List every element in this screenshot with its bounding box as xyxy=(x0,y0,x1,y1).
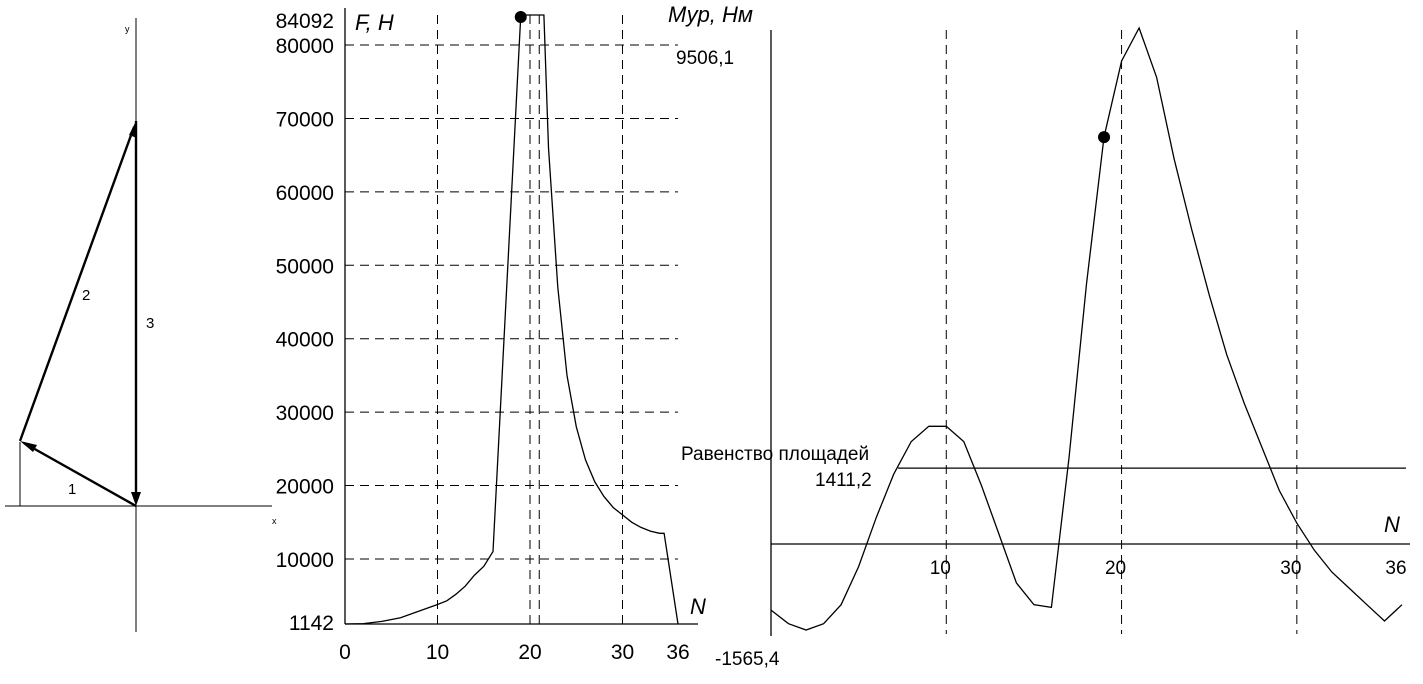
vector-1-label: 1 xyxy=(68,481,76,498)
force-y-tick-6: 60000 xyxy=(276,182,334,205)
moment-y-min-label: -1565,4 xyxy=(715,649,780,670)
vector-3-label: 3 xyxy=(146,315,154,332)
moment-x-tick-labels: 10 20 30 36 xyxy=(930,558,1407,579)
force-y-tick-5: 50000 xyxy=(276,255,334,278)
force-y-tick-9: 84092 xyxy=(276,10,334,33)
moment-x-axis-title: N xyxy=(1384,512,1400,537)
vector-3-arrowhead xyxy=(131,492,141,506)
force-y-tick-3: 30000 xyxy=(276,402,334,425)
force-y-tick-labels: 1142 10000 20000 30000 40000 50000 60000 70000 8… xyxy=(276,10,334,635)
force-x-axis-title: N xyxy=(690,594,706,619)
force-y-tick-8: 80000 xyxy=(276,35,334,58)
force-y-axis-title: F, H xyxy=(355,10,394,35)
moment-y-max-label: 9506,1 xyxy=(676,48,734,69)
vector-y-axis-label: y xyxy=(125,24,130,34)
force-marker-0 xyxy=(514,11,527,23)
vector-2-label: 2 xyxy=(82,287,90,304)
vector-1 xyxy=(23,441,137,508)
force-x-tick-0: 0 xyxy=(339,641,351,664)
force-markers xyxy=(514,11,527,23)
equal-area-value-label: 1411,2 xyxy=(815,470,872,491)
force-y-tick-2: 20000 xyxy=(276,476,334,499)
moment-chart: 10 20 30 36 Мур, Нм N 9506,1 -1565,4 Равенс… xyxy=(668,2,1410,670)
equal-area-label: Равенство площадей xyxy=(681,444,869,465)
force-chart: 1142 10000 20000 30000 40000 50000 60000 70000 8… xyxy=(276,8,706,664)
force-y-tick-0: 1142 xyxy=(289,612,334,635)
force-y-tick-7: 70000 xyxy=(276,108,334,131)
moment-y-axis-title: Мур, Нм xyxy=(668,2,753,27)
vector-2 xyxy=(18,126,136,442)
force-x-tick-2: 20 xyxy=(518,641,541,664)
force-x-tick-labels: 0 10 20 30 36 xyxy=(339,641,690,664)
force-grid xyxy=(345,15,678,624)
vector-1-arrowhead xyxy=(20,441,37,452)
force-x-tick-1: 10 xyxy=(426,641,449,664)
vector-x-axis-label: x xyxy=(272,516,277,526)
moment-x-tick-2: 30 xyxy=(1280,558,1301,579)
vector-diagram: x y 1 2 3 xyxy=(5,18,277,632)
moment-x-tick-3: 36 xyxy=(1385,558,1406,579)
moment-x-tick-0: 10 xyxy=(930,558,951,579)
force-x-tick-3: 30 xyxy=(611,641,634,664)
moment-markers xyxy=(1098,131,1111,144)
moment-marker-0 xyxy=(1098,131,1111,144)
force-series-line xyxy=(344,14,679,625)
moment-grid xyxy=(945,30,1298,634)
moment-series-line xyxy=(770,26,1403,631)
force-y-tick-4: 40000 xyxy=(276,329,334,352)
force-x-tick-4: 36 xyxy=(666,641,689,664)
moment-x-tick-1: 20 xyxy=(1105,558,1126,579)
force-y-tick-1: 10000 xyxy=(276,549,334,572)
